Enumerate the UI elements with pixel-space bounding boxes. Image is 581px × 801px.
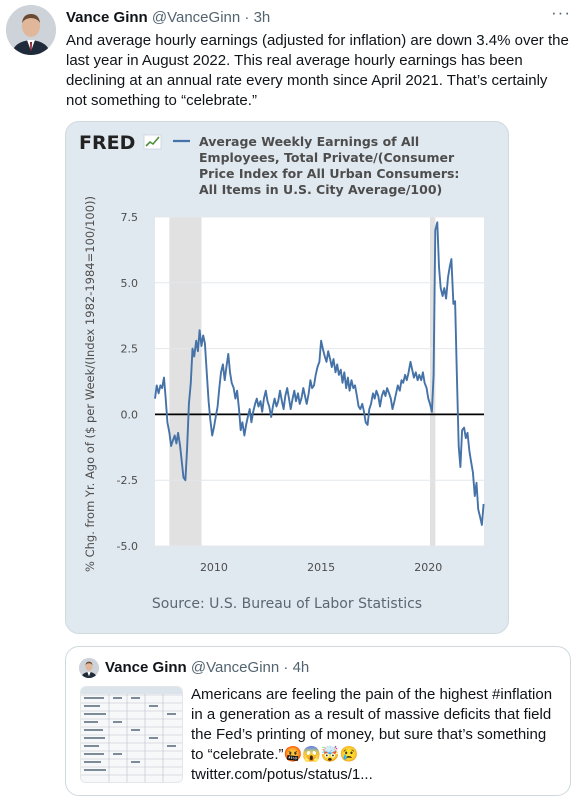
quote-header: Vance Ginn @VanceGinn · 4h	[105, 659, 309, 677]
quote-user-avatar-icon	[79, 658, 99, 678]
fred-logo: FRED	[79, 132, 135, 154]
y-tick-label: 7.5	[121, 211, 139, 224]
avatar[interactable]	[6, 5, 56, 55]
y-tick-label: 0.0	[121, 408, 139, 421]
chart-title-line: Employees, Total Private/(Consumer	[199, 150, 455, 165]
more-options-icon[interactable]: ···	[551, 3, 571, 22]
user-avatar-icon	[6, 5, 56, 55]
chart-image[interactable]: FRED Average Weekly Earnings of All Emplo…	[65, 121, 509, 634]
quote-time: 4h	[292, 659, 310, 676]
x-tick-label: 2010	[200, 561, 228, 574]
author-name[interactable]: Vance Ginn	[66, 9, 148, 26]
author-handle[interactable]: @VanceGinn	[151, 9, 241, 26]
quote-author-name: Vance Ginn	[105, 659, 187, 676]
tweet-header: Vance Ginn @VanceGinn · 3h	[66, 9, 270, 27]
tweet-time[interactable]: 3h	[253, 9, 271, 26]
quote-thumbnail	[80, 686, 183, 783]
chart-source: Source: U.S. Bureau of Labor Statistics	[152, 596, 422, 612]
chart-title: Average Weekly Earnings of AllEmployees,…	[199, 134, 459, 197]
y-tick-label: -2.5	[117, 474, 138, 487]
quote-text: Americans are feeling the pain of the hi…	[191, 685, 561, 785]
quote-author-handle: @VanceGinn	[190, 659, 280, 676]
series-line	[154, 221, 485, 526]
x-tick-label: 2020	[414, 561, 442, 574]
quote-separator-dot: ·	[283, 659, 289, 676]
recession-shade	[169, 217, 202, 546]
spreadsheet-thumbnail-icon	[81, 687, 182, 782]
chart-title-line: Price Index for All Urban Consumers:	[199, 166, 459, 181]
y-tick-label: 5.0	[121, 277, 139, 290]
fred-chart-icon	[143, 134, 162, 150]
quote-body: Americans are feeling the pain of the hi…	[191, 686, 553, 763]
x-tick-label: 2015	[307, 561, 335, 574]
chart-title-line: All Items in U.S. City Average/100)	[199, 182, 442, 197]
chart-svg: FRED Average Weekly Earnings of AllEmplo…	[79, 132, 485, 612]
quoted-tweet[interactable]: Vance Ginn @VanceGinn · 4h	[65, 646, 571, 796]
plot-area	[155, 217, 484, 546]
tweet-text: And average hourly earnings (adjusted fo…	[66, 32, 569, 109]
separator-dot: ·	[244, 9, 250, 26]
quote-avatar	[79, 658, 99, 678]
y-tick-label: -5.0	[117, 540, 138, 553]
chart-title-line: Average Weekly Earnings of All	[199, 134, 419, 149]
y-tick-label: 2.5	[121, 343, 139, 356]
y-axis-label: % Chg. from Yr. Ago of ($ per Week/(Inde…	[83, 196, 97, 572]
quote-link[interactable]: twitter.com/potus/status/1...	[191, 766, 373, 783]
